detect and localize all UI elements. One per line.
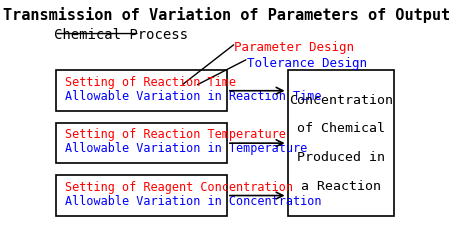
Text: Transmission of Variation of Parameters of Output: Transmission of Variation of Parameters … [4, 7, 450, 23]
Text: Allowable Variation in Reaction Time: Allowable Variation in Reaction Time [65, 90, 321, 103]
Text: Tolerance Design: Tolerance Design [247, 57, 366, 70]
Text: of Chemical: of Chemical [297, 122, 385, 135]
Text: Allowable Variation in Concentration: Allowable Variation in Concentration [65, 195, 321, 208]
Text: Setting of Reagent Concentration: Setting of Reagent Concentration [65, 181, 293, 194]
Text: Setting of Reaction Time: Setting of Reaction Time [65, 76, 236, 89]
Text: Setting of Reaction Temperature: Setting of Reaction Temperature [65, 128, 286, 141]
Text: a Reaction: a Reaction [301, 180, 381, 193]
FancyBboxPatch shape [287, 70, 394, 216]
Text: Chemical Process: Chemical Process [54, 27, 188, 42]
Text: Parameter Design: Parameter Design [234, 41, 354, 54]
Text: Produced in: Produced in [297, 151, 385, 164]
Text: Allowable Variation in Temperature: Allowable Variation in Temperature [65, 142, 307, 155]
Text: Concentration: Concentration [289, 94, 393, 107]
FancyBboxPatch shape [56, 123, 227, 163]
FancyBboxPatch shape [56, 175, 227, 216]
FancyBboxPatch shape [56, 70, 227, 111]
